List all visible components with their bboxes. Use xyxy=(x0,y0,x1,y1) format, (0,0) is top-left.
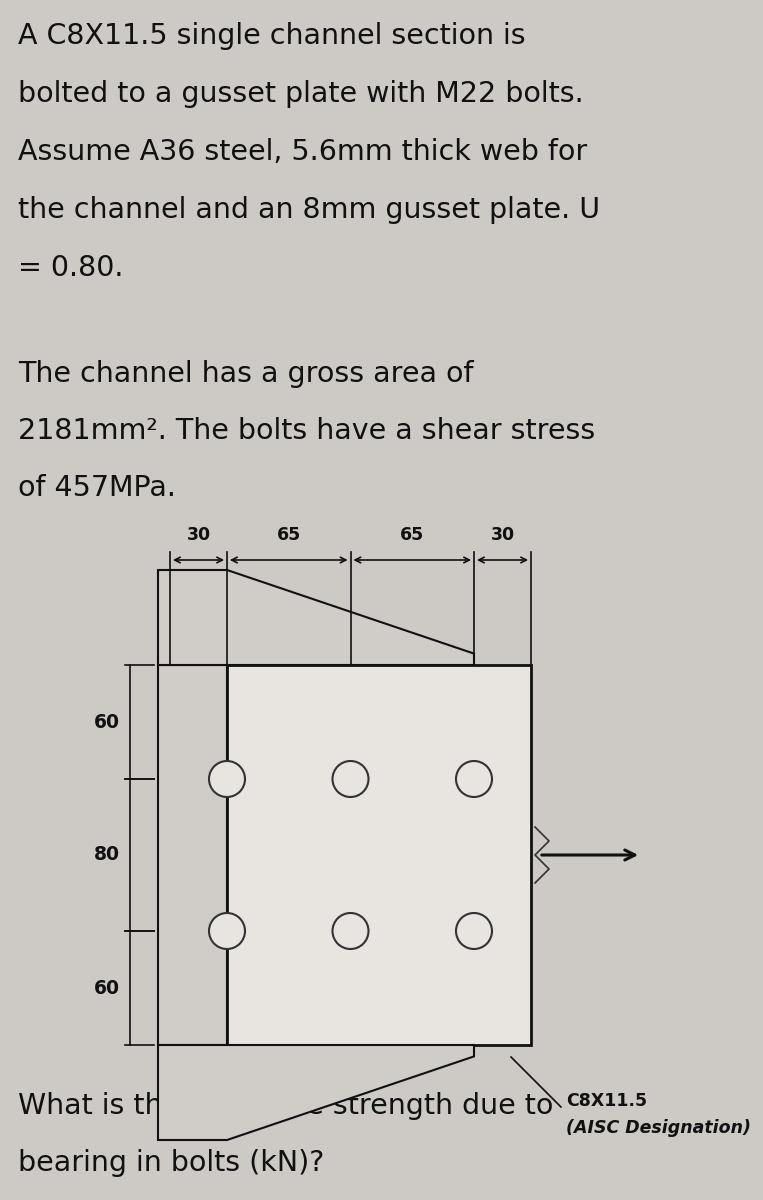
Text: the channel and an 8mm gusset plate. U: the channel and an 8mm gusset plate. U xyxy=(18,196,600,224)
Text: 60: 60 xyxy=(94,978,120,997)
Text: of 457MPa.: of 457MPa. xyxy=(18,474,176,502)
Bar xyxy=(158,665,227,1045)
Text: A C8X11.5 single channel section is: A C8X11.5 single channel section is xyxy=(18,22,526,50)
Polygon shape xyxy=(158,1045,474,1140)
Circle shape xyxy=(209,761,245,797)
Circle shape xyxy=(333,761,369,797)
Circle shape xyxy=(456,761,492,797)
Text: C8X11.5: C8X11.5 xyxy=(566,1092,647,1110)
Text: bearing in bolts (kN)?: bearing in bolts (kN)? xyxy=(18,1150,324,1177)
Polygon shape xyxy=(158,570,474,665)
Text: Assume A36 steel, 5.6mm thick web for: Assume A36 steel, 5.6mm thick web for xyxy=(18,138,588,166)
Bar xyxy=(227,665,531,1045)
Text: 30: 30 xyxy=(186,526,211,544)
Text: 2181mm². The bolts have a shear stress: 2181mm². The bolts have a shear stress xyxy=(18,416,595,445)
Text: 80: 80 xyxy=(94,846,120,864)
Text: = 0.80.: = 0.80. xyxy=(18,254,124,282)
Text: What is the allowable strength due to: What is the allowable strength due to xyxy=(18,1092,553,1120)
Text: (AISC Designation): (AISC Designation) xyxy=(566,1118,751,1138)
Circle shape xyxy=(209,913,245,949)
Text: 60: 60 xyxy=(94,713,120,732)
Text: 65: 65 xyxy=(400,526,424,544)
Text: bolted to a gusset plate with M22 bolts.: bolted to a gusset plate with M22 bolts. xyxy=(18,80,584,108)
Circle shape xyxy=(333,913,369,949)
Text: The channel has a gross area of: The channel has a gross area of xyxy=(18,360,474,388)
Text: 65: 65 xyxy=(277,526,301,544)
Circle shape xyxy=(456,913,492,949)
Text: 30: 30 xyxy=(491,526,514,544)
